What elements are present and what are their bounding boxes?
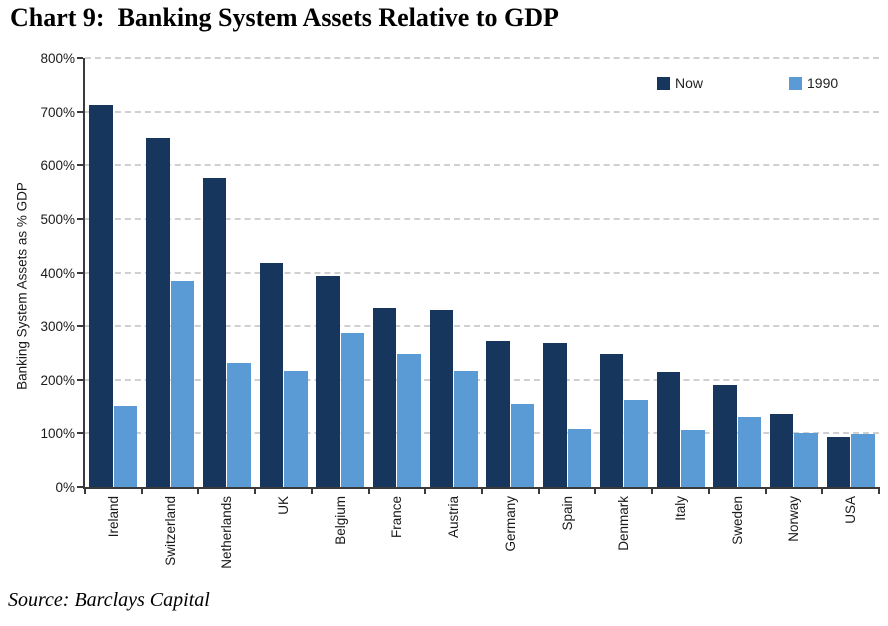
x-label-ireland: Ireland	[105, 496, 121, 538]
x-label-switzerland: Switzerland	[162, 496, 178, 566]
x-tick-1	[140, 487, 143, 494]
legend-swatch-now	[657, 76, 670, 90]
bar-now-netherlands	[202, 177, 227, 487]
x-tick-4	[310, 487, 313, 494]
bar-now-germany	[486, 341, 510, 487]
bar-now-france	[372, 308, 397, 487]
bar-1990-spain	[567, 429, 592, 487]
bar-1990-sweden	[737, 417, 762, 487]
gridline-800	[85, 57, 879, 59]
x-tick-14	[878, 487, 880, 494]
legend-label-1990: 1990	[807, 75, 839, 91]
gridline-200	[85, 378, 879, 381]
bar-1990-denmark	[624, 400, 648, 487]
x-label-sweden: Sweden	[729, 496, 745, 545]
y-tick-label-800: 800%	[40, 51, 75, 66]
x-label-usa: USA	[843, 496, 859, 524]
bar-1990-france	[397, 354, 421, 487]
gridline-500	[85, 217, 879, 220]
bar-now-switzerland	[146, 138, 170, 487]
y-tick-label-300: 300%	[40, 319, 75, 335]
bar-1990-austria	[454, 370, 478, 487]
y-tick-600	[77, 164, 83, 167]
bar-now-norway	[769, 413, 794, 487]
legend-item-1990: 1990	[789, 75, 838, 91]
bar-now-italy	[656, 371, 680, 487]
bar-1990-germany	[510, 404, 535, 487]
x-tick-11	[707, 487, 710, 494]
legend-item-now: Now	[657, 75, 703, 91]
legend-label-now: Now	[675, 75, 704, 91]
gridline-100	[85, 432, 879, 435]
y-tick-label-500: 500%	[40, 211, 75, 227]
bar-1990-uk	[284, 370, 308, 487]
x-tick-8	[537, 487, 540, 494]
y-tick-0	[77, 486, 83, 488]
bar-now-denmark	[599, 354, 624, 487]
x-tick-12	[764, 487, 767, 494]
gridline-400	[85, 271, 879, 274]
gridline-700	[85, 110, 879, 113]
x-tick-9	[594, 487, 597, 494]
legend-swatch-1990	[789, 76, 802, 90]
x-label-norway: Norway	[786, 496, 802, 542]
y-tick-label-700: 700%	[40, 104, 75, 120]
x-label-france: France	[389, 496, 405, 539]
plot-area: Now 1990 0% 100% 200% 300% 400% 500% 600% 700% 8…	[40, 51, 880, 569]
chart-title: Chart 9: Banking System Assets Relative …	[10, 3, 559, 32]
x-tick-7	[481, 487, 483, 494]
bar-1990-switzerland	[170, 280, 195, 487]
x-tick-13	[821, 487, 824, 494]
x-tick-10	[651, 487, 654, 494]
y-tick-label-400: 400%	[40, 265, 75, 281]
x-label-uk: UK	[276, 496, 291, 515]
gridline-600	[85, 164, 879, 167]
x-tick-2	[197, 487, 200, 494]
y-tick-label-100: 100%	[40, 426, 75, 442]
x-tick-6	[424, 487, 427, 494]
bar-now-austria	[429, 309, 454, 487]
x-tick-0	[84, 487, 86, 494]
bar-now-uk	[259, 263, 283, 487]
y-tick-700	[77, 110, 83, 113]
x-label-netherlands: Netherlands	[219, 496, 235, 569]
y-tick-500	[77, 217, 83, 220]
x-label-italy: Italy	[673, 496, 688, 521]
x-label-belgium: Belgium	[332, 496, 348, 545]
bar-1990-belgium	[340, 333, 365, 487]
y-tick-200	[77, 378, 83, 381]
y-tick-100	[77, 432, 83, 435]
bar-1990-netherlands	[227, 363, 251, 487]
x-label-denmark: Denmark	[616, 496, 632, 551]
x-label-spain: Spain	[559, 496, 575, 531]
bar-now-belgium	[316, 275, 340, 487]
bar-1990-usa	[851, 433, 875, 487]
bar-1990-ireland	[113, 405, 138, 487]
x-label-germany: Germany	[502, 496, 518, 552]
x-label-austria: Austria	[446, 496, 462, 539]
source-note: Source: Barclays Capital	[8, 589, 210, 611]
x-tick-5	[367, 487, 370, 494]
bar-now-usa	[826, 437, 851, 487]
bar-1990-norway	[794, 433, 818, 487]
y-tick-label-0: 0%	[55, 480, 75, 495]
y-tick-300	[77, 325, 83, 328]
bar-now-sweden	[713, 384, 737, 487]
x-tick-3	[254, 487, 257, 494]
bar-now-ireland	[89, 105, 113, 487]
gridline-300	[85, 325, 879, 328]
y-tick-800	[77, 57, 83, 59]
y-tick-400	[77, 271, 83, 274]
y-tick-label-200: 200%	[40, 372, 75, 388]
bar-1990-italy	[681, 429, 705, 487]
bar-now-spain	[543, 342, 567, 487]
y-tick-label-600: 600%	[40, 158, 75, 174]
